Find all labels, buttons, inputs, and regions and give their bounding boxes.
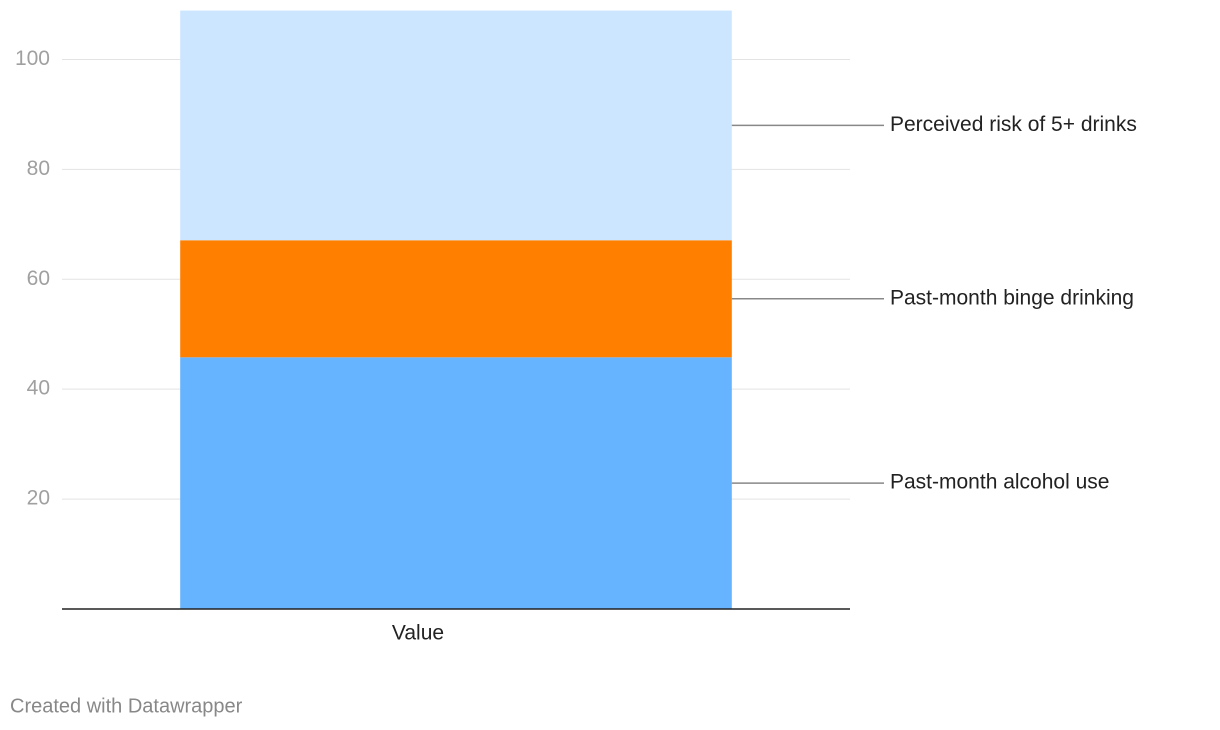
y-tick-label: 20 — [27, 487, 50, 510]
bar-segment — [180, 10, 732, 241]
series-label: Past-month binge drinking — [890, 286, 1134, 309]
bar-segment — [180, 357, 732, 609]
y-tick-label: 40 — [27, 377, 50, 400]
y-tick-label: 80 — [27, 157, 50, 180]
credit: Created with Datawrapper — [10, 695, 243, 717]
bar-segment — [180, 240, 732, 358]
series-label: Past-month alcohol use — [890, 471, 1109, 494]
x-tick-label: Value — [392, 622, 444, 645]
series-label: Perceived risk of 5+ drinks — [890, 113, 1137, 136]
y-tick-label: 60 — [27, 267, 50, 290]
y-tick-label: 100 — [15, 47, 50, 70]
